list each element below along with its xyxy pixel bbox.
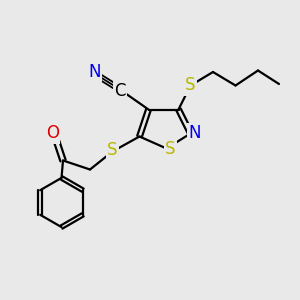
Text: S: S bbox=[107, 141, 118, 159]
Text: N: N bbox=[88, 63, 101, 81]
Text: S: S bbox=[165, 140, 175, 158]
Text: S: S bbox=[185, 76, 196, 94]
Text: N: N bbox=[189, 124, 201, 142]
Text: C: C bbox=[114, 82, 126, 100]
Text: O: O bbox=[46, 124, 59, 142]
